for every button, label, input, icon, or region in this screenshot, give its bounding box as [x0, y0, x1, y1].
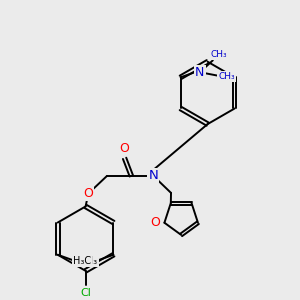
Text: O: O [150, 216, 160, 229]
Text: O: O [83, 187, 93, 200]
Text: N: N [195, 66, 205, 79]
Text: O: O [119, 142, 129, 155]
Text: CH₃: CH₃ [80, 256, 98, 266]
Text: CH₃: CH₃ [210, 50, 227, 59]
Text: CH₃: CH₃ [218, 72, 235, 81]
Text: H₃C: H₃C [73, 256, 92, 266]
Text: N: N [148, 169, 158, 182]
Text: Cl: Cl [80, 288, 91, 298]
